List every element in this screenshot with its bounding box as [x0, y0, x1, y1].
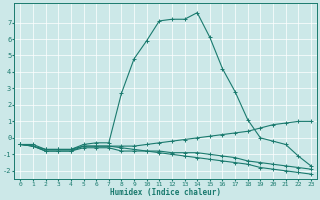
X-axis label: Humidex (Indice chaleur): Humidex (Indice chaleur) — [110, 188, 221, 197]
